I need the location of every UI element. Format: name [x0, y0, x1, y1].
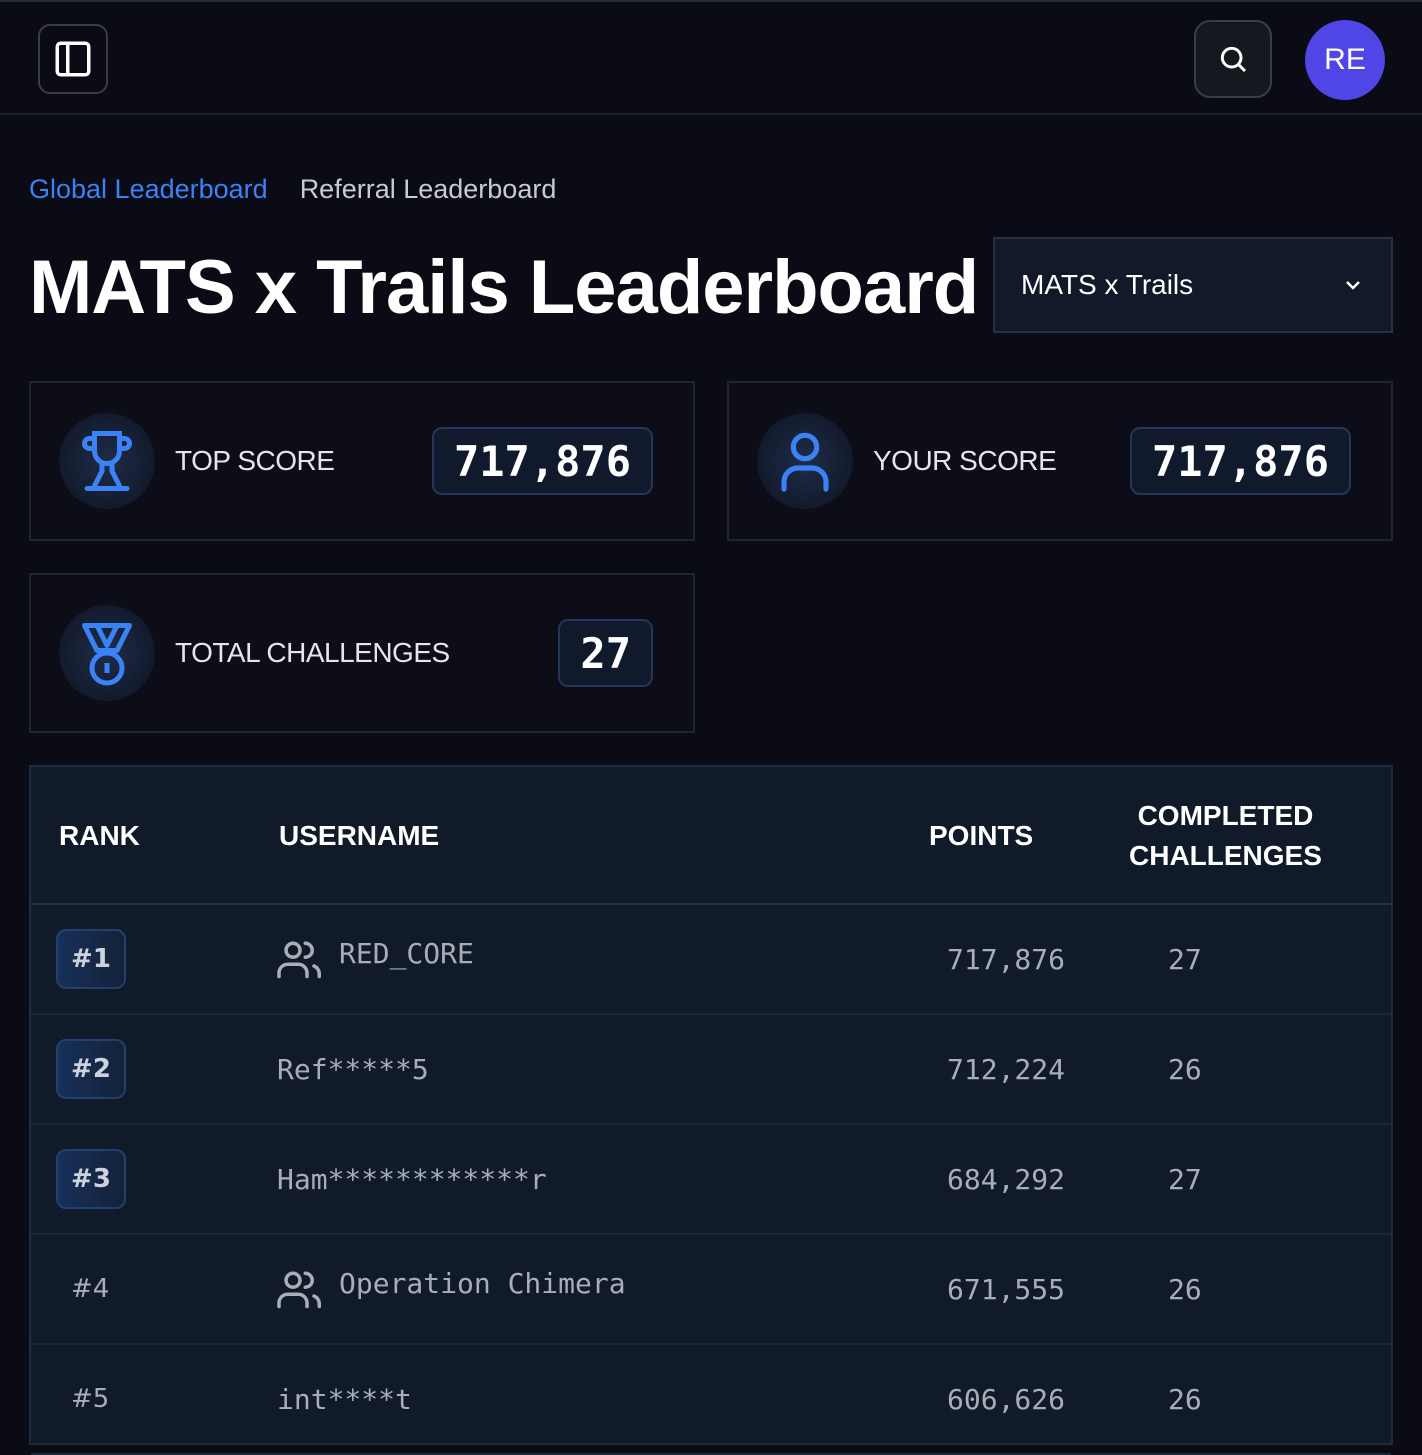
- completed-challenges-cell: 27: [1168, 1162, 1202, 1196]
- completed-challenges-cell: 26: [1168, 1052, 1202, 1086]
- your-score-value: 717,876: [1129, 427, 1351, 495]
- total-challenges-label: TOTAL CHALLENGES: [175, 637, 450, 668]
- table-row[interactable]: #2 Ref*****5 712,224 26: [31, 1015, 1391, 1125]
- chevron-down-icon: [1346, 281, 1360, 290]
- username[interactable]: RED_CORE: [339, 936, 474, 970]
- rank-badge: #5: [71, 1384, 110, 1414]
- username-cell: RED_CORE: [277, 905, 474, 1013]
- rank-cell: #3: [56, 1125, 126, 1233]
- top-score-value: 717,876: [431, 427, 653, 495]
- tab-referral-leaderboard[interactable]: Referral Leaderboard: [299, 174, 557, 204]
- event-select-value: MATS x Trails: [1021, 269, 1194, 300]
- sidebar-panel-icon: [55, 41, 91, 77]
- username[interactable]: Ham************r: [277, 1162, 547, 1196]
- top-score-label: TOP SCORE: [175, 445, 335, 476]
- user-avatar[interactable]: RE: [1305, 20, 1385, 100]
- rank-badge: #2: [56, 1039, 126, 1099]
- top-score-card: TOP SCORE 717,876: [29, 381, 695, 541]
- tab-global-leaderboard[interactable]: Global Leaderboard: [29, 174, 268, 204]
- points-cell: 717,876: [947, 942, 1066, 976]
- table-header: RANK USERNAME POINTS COMPLETED CHALLENGE…: [31, 767, 1391, 905]
- rank-cell: #4: [56, 1235, 109, 1343]
- table-row[interactable]: #4 Operation Chimera 671,555 26: [31, 1235, 1391, 1345]
- completed-challenges-cell: 26: [1168, 1272, 1202, 1306]
- rank-badge: #1: [56, 929, 126, 989]
- leaderboard-tabs: Global Leaderboard Referral Leaderboard: [29, 174, 556, 205]
- your-score-label: YOUR SCORE: [873, 445, 1057, 476]
- username[interactable]: Ref*****5: [277, 1052, 429, 1086]
- points-cell: 606,626: [947, 1382, 1066, 1416]
- completed-challenges-cell: 27: [1168, 942, 1202, 976]
- your-score-card: YOUR SCORE 717,876: [727, 381, 1393, 541]
- user-icon: [757, 413, 853, 509]
- rank-badge: #3: [56, 1149, 126, 1209]
- username-cell: Operation Chimera: [277, 1235, 626, 1343]
- leaderboard-table: RANK USERNAME POINTS COMPLETED CHALLENGE…: [29, 765, 1393, 1455]
- rank-badge: #4: [71, 1274, 110, 1304]
- trophy-icon: [59, 413, 155, 509]
- rank-cell: #1: [56, 905, 126, 1013]
- points-cell: 684,292: [947, 1162, 1066, 1196]
- search-icon: [1220, 46, 1247, 73]
- top-bar: RE: [0, 2, 1422, 115]
- event-select[interactable]: MATS x Trails: [993, 237, 1393, 333]
- username[interactable]: int****t: [277, 1382, 412, 1416]
- username-cell: Ham************r: [277, 1125, 547, 1233]
- total-challenges-card: TOTAL CHALLENGES 27: [29, 573, 695, 733]
- table-row[interactable]: #3 Ham************r 684,292 27: [31, 1125, 1391, 1235]
- points-cell: 712,224: [947, 1052, 1066, 1086]
- username-cell: int****t: [277, 1345, 412, 1453]
- completed-challenges-cell: 26: [1168, 1382, 1202, 1416]
- total-challenges-value: 27: [558, 619, 653, 687]
- header-points[interactable]: POINTS: [929, 820, 1034, 851]
- team-icon: [277, 1268, 323, 1310]
- table-row[interactable]: #1 RED_CORE 717,876 27: [31, 905, 1391, 1015]
- table-row[interactable]: #5 int****t 606,626 26: [31, 1345, 1391, 1455]
- page-title: MATS x Trails Leaderboard: [29, 245, 979, 330]
- medal-icon: [59, 605, 155, 701]
- rank-cell: #2: [56, 1015, 126, 1123]
- header-completed-challenges[interactable]: COMPLETED CHALLENGES: [1129, 800, 1322, 871]
- username[interactable]: Operation Chimera: [339, 1266, 626, 1300]
- header-username[interactable]: USERNAME: [279, 820, 440, 851]
- search-button[interactable]: [1194, 20, 1272, 98]
- rank-cell: #5: [56, 1345, 109, 1453]
- points-cell: 671,555: [947, 1272, 1066, 1306]
- username-cell: Ref*****5: [277, 1015, 429, 1123]
- header-rank[interactable]: RANK: [59, 820, 140, 851]
- team-icon: [277, 938, 323, 980]
- sidebar-toggle-button[interactable]: [38, 24, 108, 94]
